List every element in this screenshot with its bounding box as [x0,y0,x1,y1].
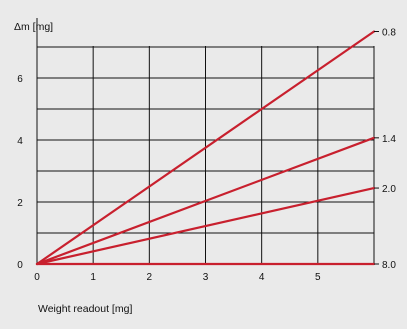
y-axis-title: Δm [mg] [14,21,53,33]
series-line [35,136,376,266]
y-tick-label: 2 [17,198,23,209]
series-end-labels: 0.8 1.4 2.0 8.0 [374,28,396,271]
series-line [35,30,376,266]
y-axis-ticks: 0 2 4 6 [17,74,23,271]
series-line [35,186,376,266]
x-tick-label: 1 [90,272,96,283]
x-tick-label: 2 [147,272,153,283]
x-tick-label: 5 [315,272,321,283]
x-tick-label: 0 [34,272,40,283]
series-label: 1.4 [382,134,396,145]
x-tick-label: 3 [203,272,209,283]
x-tick-label: 4 [259,272,265,283]
y-tick-label: 4 [17,136,23,147]
y-tick-label: 0 [17,260,23,271]
series-label: 8.0 [382,260,396,271]
series-label: 2.0 [382,184,396,195]
series-lines [35,30,376,266]
x-axis-title: Weight readout [mg] [38,303,132,315]
y-tick-label: 6 [17,74,23,85]
series-label: 0.8 [382,28,396,39]
x-axis-ticks: 0 1 2 3 4 5 [34,272,321,283]
